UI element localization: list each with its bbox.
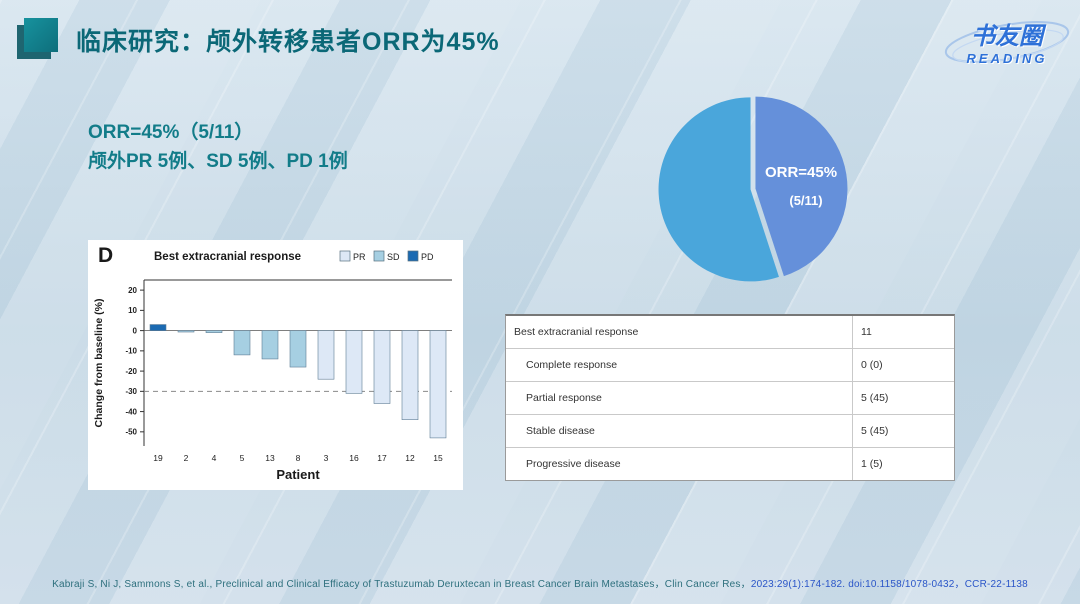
bar-patient-19: [149, 324, 167, 331]
key-points: ORR=45%（5/11） 颅外PR 5例、SD 5例、PD 1例: [88, 118, 348, 176]
bar-patient-17: [373, 330, 391, 404]
key-point-line1: ORR=45%（5/11）: [88, 122, 254, 143]
table-cell-value: 0 (0): [852, 349, 954, 381]
legend-label-PR: PR: [353, 252, 366, 262]
citation-reference: 2023:29(1):174-182. doi:10.1158/1078-043…: [750, 579, 1028, 590]
legend-label-SD: SD: [387, 252, 400, 262]
pie-slice-0: [755, 96, 848, 277]
table-row: Complete response 0 (0): [506, 349, 954, 382]
header-accent-square: [24, 18, 58, 52]
table-row: Best extracranial response 11: [506, 316, 954, 349]
svg-text:19: 19: [153, 453, 163, 463]
pie-label: ORR=45%: [765, 164, 837, 181]
svg-text:4: 4: [212, 453, 217, 463]
table-cell-value: 5 (45): [852, 415, 954, 447]
svg-text:12: 12: [405, 453, 415, 463]
bar-patient-4: [205, 330, 223, 333]
y-axis-label: Change from baseline (%): [93, 299, 105, 428]
table-row: Progressive disease 1 (5): [506, 448, 954, 480]
svg-text:-10: -10: [125, 347, 137, 356]
legend-label-PD: PD: [421, 252, 434, 262]
table-row: Stable disease 5 (45): [506, 415, 954, 448]
orr-pie-chart: ORR=45% (5/11): [656, 92, 852, 293]
table-row: Partial response 5 (45): [506, 382, 954, 415]
table-cell-value: 5 (45): [852, 382, 954, 414]
logo: 书友圈 READING: [942, 6, 1072, 78]
legend-swatch-PR: [339, 250, 351, 262]
svg-text:2: 2: [184, 453, 189, 463]
svg-text:-20: -20: [125, 367, 137, 376]
table-cell-label: Progressive disease: [526, 458, 621, 470]
pie-slice-1: [658, 97, 779, 282]
citation-footer: Kabraji S, Ni J, Sammons S, et al., Prec…: [0, 575, 1080, 590]
bar-patient-3: [317, 330, 335, 380]
table-cell-label: Partial response: [526, 392, 602, 404]
svg-text:10: 10: [128, 306, 137, 315]
svg-text:-40: -40: [125, 407, 137, 416]
page-title: 临床研究：颅外转移患者ORR为45%: [76, 28, 500, 56]
panel-label: D: [98, 244, 114, 267]
svg-text:20: 20: [128, 286, 137, 295]
svg-text:16: 16: [349, 453, 359, 463]
pie-sublabel: (5/11): [789, 193, 822, 208]
svg-text:-30: -30: [125, 387, 137, 396]
logo-subtitle: READING: [966, 51, 1048, 66]
bar-patient-13: [261, 330, 279, 360]
svg-text:0: 0: [133, 326, 138, 335]
legend-swatch-SD: [373, 250, 385, 262]
svg-text:8: 8: [296, 453, 301, 463]
logo-swoosh-icon: [944, 21, 1070, 63]
table-cell-label: Stable disease: [526, 425, 595, 437]
waterfall-chart: Best extracranial response PR SD PD 20 10 0 -10…: [93, 250, 452, 482]
table-cell-label: Complete response: [526, 359, 618, 371]
response-table: Best extracranial response 11 Complete res…: [505, 314, 955, 481]
bar-patient-2: [177, 330, 195, 333]
bar-patient-15: [429, 330, 447, 439]
table-cell-value: 1 (5): [852, 448, 954, 480]
logo-name: 书友圈: [971, 23, 1043, 50]
bar-patient-5: [233, 330, 251, 356]
svg-text:5: 5: [240, 453, 245, 463]
bar-patient-16: [345, 330, 363, 394]
waterfall-title: Best extracranial response: [154, 251, 301, 263]
bar-patient-8: [289, 330, 307, 368]
svg-text:13: 13: [265, 453, 275, 463]
bar-patient-12: [401, 330, 419, 420]
waterfall-chart-panel: D Best extracranial response PR SD PD 20 10 0 -…: [88, 240, 463, 490]
key-point-line2: 颅外PR 5例、SD 5例、PD 1例: [88, 151, 348, 172]
x-axis-label: Patient: [276, 467, 320, 482]
svg-text:17: 17: [377, 453, 387, 463]
legend-swatch-PD: [407, 250, 419, 262]
citation-text: Kabraji S, Ni J, Sammons S, et al., Prec…: [52, 579, 751, 590]
svg-text:15: 15: [433, 453, 443, 463]
svg-text:-50: -50: [125, 428, 137, 437]
table-cell-label: Best extracranial response: [514, 326, 639, 338]
table-cell-value: 11: [852, 316, 954, 348]
svg-text:3: 3: [324, 453, 329, 463]
